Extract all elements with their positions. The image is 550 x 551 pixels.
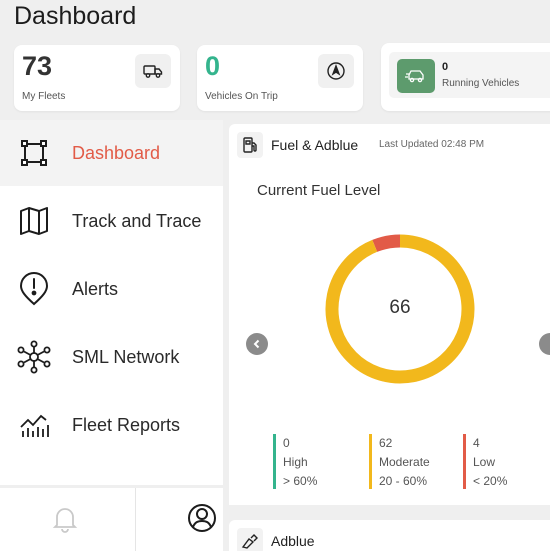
legend-moderate-bar	[369, 434, 372, 489]
map-icon	[16, 203, 52, 239]
alert-pin-icon	[16, 271, 52, 307]
fuel-level-donut	[325, 234, 475, 384]
legend-high-name: High	[283, 455, 308, 469]
running-vehicles-count: 0	[442, 61, 449, 73]
sidebar: Dashboard Track and Trace Alerts SML Net…	[0, 120, 223, 551]
legend-low: 4 Low < 20%	[463, 434, 507, 490]
chart-icon	[16, 407, 52, 443]
carousel-prev-button[interactable]	[246, 333, 268, 355]
sidebar-item-track-and-trace[interactable]: Track and Trace	[0, 188, 223, 254]
fuel-panel-header: Fuel & Adblue Last Updated 02:48 PM	[229, 124, 550, 166]
adblue-title: Adblue	[271, 533, 315, 549]
my-fleets-label: My Fleets	[22, 91, 66, 102]
bell-icon[interactable]	[52, 505, 78, 538]
compass-icon	[318, 54, 354, 88]
sidebar-item-alerts[interactable]: Alerts	[0, 256, 223, 322]
legend-high: 0 High > 60%	[273, 434, 317, 490]
sidebar-item-fleet-reports[interactable]: Fleet Reports	[0, 392, 223, 458]
dashboard-icon	[16, 135, 52, 171]
sidebar-item-label: Track and Trace	[72, 210, 202, 231]
user-icon[interactable]	[186, 502, 218, 539]
carousel-next-button[interactable]	[539, 333, 550, 355]
sidebar-item-label: Alerts	[72, 278, 119, 299]
page-title: Dashboard	[14, 2, 137, 30]
legend-moderate-count: 62	[379, 436, 393, 450]
truck-icon	[135, 54, 171, 88]
fuel-panel-body: Current Fuel Level 66 0 High > 60% 62 Mo…	[229, 166, 550, 505]
legend-high-count: 0	[283, 436, 290, 450]
donut-segment-moderate[interactable]	[325, 234, 475, 384]
footer-divider	[135, 488, 136, 551]
my-fleets-count: 73	[22, 51, 53, 81]
my-fleets-card[interactable]: 73 My Fleets	[14, 45, 180, 111]
legend-moderate-range: 20 - 60%	[379, 474, 428, 488]
sidebar-item-label: Fleet Reports	[72, 414, 181, 435]
vehicles-on-trip-card[interactable]: 0 Vehicles On Trip	[197, 45, 363, 111]
network-icon	[16, 339, 52, 375]
legend-low-range: < 20%	[473, 474, 508, 488]
donut-segment-low[interactable]	[372, 234, 401, 253]
legend-high-range: > 60%	[283, 474, 318, 488]
legend-moderate-name: Moderate	[379, 455, 430, 469]
legend-low-count: 4	[473, 436, 480, 450]
running-vehicles-label: Running Vehicles	[442, 78, 520, 89]
vehicles-on-trip-count: 0	[205, 51, 221, 81]
sidebar-item-label: SML Network	[72, 346, 180, 367]
legend-low-name: Low	[473, 455, 496, 469]
sidebar-item-dashboard[interactable]: Dashboard	[0, 120, 223, 186]
vehicles-on-trip-label: Vehicles On Trip	[205, 91, 278, 102]
sidebar-item-label: Dashboard	[72, 142, 161, 163]
legend-moderate: 62 Moderate 20 - 60%	[369, 434, 430, 490]
sidebar-footer	[0, 488, 223, 551]
legend-low-bar	[463, 434, 466, 489]
adblue-panel: Adblue	[229, 520, 550, 551]
running-vehicles-card[interactable]: 0 Running Vehicles	[381, 43, 550, 111]
sidebar-item-sml-network[interactable]: SML Network	[0, 324, 223, 390]
fuel-last-updated: Last Updated 02:48 PM	[379, 139, 485, 150]
donut-total: 66	[389, 297, 411, 318]
legend-high-bar	[273, 434, 276, 489]
adblue-icon	[237, 528, 263, 551]
fuel-subtitle: Current Fuel Level	[257, 182, 381, 199]
fuel-panel-title: Fuel & Adblue	[271, 137, 359, 153]
vehicle-icon	[397, 59, 435, 93]
fuel-pump-icon	[237, 132, 263, 158]
fuel-adblue-panel: Fuel & Adblue Last Updated 02:48 PM Curr…	[229, 124, 550, 505]
running-vehicles-inner: 0 Running Vehicles	[389, 52, 550, 98]
sidebar-nav: Dashboard Track and Trace Alerts SML Net…	[0, 120, 223, 485]
